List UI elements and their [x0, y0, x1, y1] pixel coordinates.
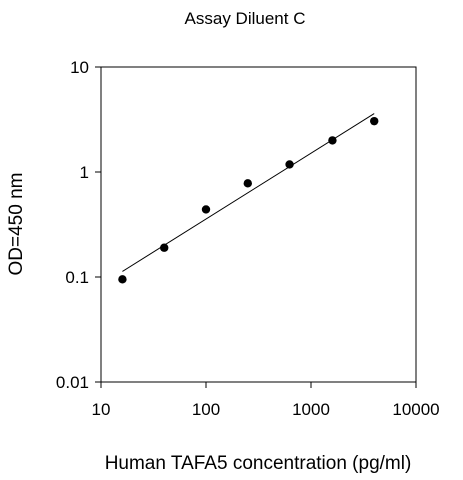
y-axis-label: OD=450 nm [6, 173, 27, 276]
data-point [118, 275, 127, 284]
x-axis-label: Human TAFA5 concentration (pg/ml) [105, 453, 412, 474]
chart-title: Assay Diluent C [185, 9, 306, 28]
y-axis-ticks: 0.01 0.1 1 10 [56, 58, 101, 392]
x-tick-label: 10000 [392, 400, 439, 419]
data-point [285, 160, 294, 169]
data-point [243, 179, 252, 188]
y-tick-label: 0.01 [56, 373, 89, 392]
x-tick-label: 100 [192, 400, 220, 419]
y-tick-label: 10 [70, 58, 89, 77]
x-tick-label: 10 [92, 400, 111, 419]
data-point [201, 205, 211, 214]
data-point [328, 136, 337, 145]
data-point [370, 116, 379, 126]
data-points [118, 116, 379, 284]
y-tick-label: 0.1 [65, 268, 89, 287]
y-tick-label: 1 [80, 163, 89, 182]
data-point [160, 243, 169, 252]
plot-frame [100, 66, 417, 383]
x-tick-label: 1000 [292, 400, 330, 419]
x-axis-ticks: 10 100 1000 10000 [92, 382, 440, 419]
